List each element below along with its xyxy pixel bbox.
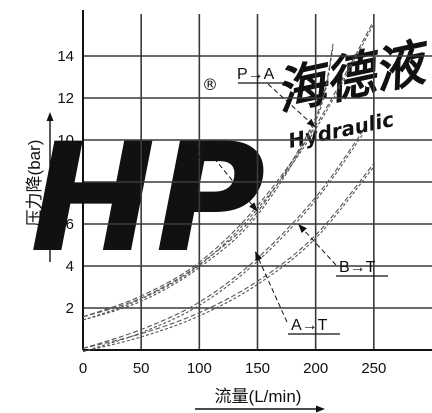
watermark-logo-letters: HP [30, 112, 265, 286]
series-line-p-to-a [82, 20, 375, 318]
leader-arrowhead [255, 251, 263, 261]
tick-labels: 0 50 100 150 200 250 2 4 6 8 10 12 14 [57, 48, 386, 377]
x-title-arrow-head [316, 405, 325, 413]
y-tick-label: 4 [66, 258, 74, 275]
series-line-p-to-b [82, 43, 334, 318]
axes [46, 10, 432, 413]
y-tick-label: 2 [66, 300, 74, 317]
annotation-b-to-t: B→T [297, 223, 388, 277]
series-line-a-to-t [82, 163, 375, 349]
curve-label-a-to-t: A→T [291, 317, 328, 334]
leader-line [267, 83, 317, 128]
leader-arrowhead [249, 202, 258, 212]
x-tick-label: 150 [245, 360, 270, 377]
x-tick-label: 50 [133, 360, 150, 377]
annotation-p-to-a: P→A [237, 66, 317, 128]
series-p-to-b [82, 43, 334, 321]
leader-arrowhead [298, 224, 307, 233]
watermark-brand-mark: ® [202, 75, 218, 94]
series-p-to-a [82, 20, 375, 321]
y-axis-title: 压力降(bar) [25, 140, 44, 227]
series-a-to-t [82, 163, 375, 353]
x-tick-label: 100 [187, 360, 212, 377]
x-tick-label: 250 [361, 360, 386, 377]
series-line-b-to-t [82, 134, 363, 353]
x-tick-label: 0 [79, 360, 87, 377]
series-line-b-to-t [82, 131, 363, 349]
x-tick-label: 200 [303, 360, 328, 377]
y-title-arrow-head [46, 112, 54, 121]
y-tick-label: 6 [66, 216, 74, 233]
series-b-to-t [82, 131, 363, 353]
series-line-p-to-b [82, 46, 334, 321]
leader-line [297, 223, 337, 266]
x-axis-title: 流量(L/min) [215, 387, 302, 406]
y-tick-label: 10 [57, 132, 74, 149]
annotation-a-to-t: A→T [254, 251, 340, 335]
annotations: P→A P→B B→T A→T [180, 66, 388, 335]
y-tick-label: 14 [57, 48, 74, 65]
series-line-p-to-a [82, 23, 375, 321]
curve-label-p-to-a: P→A [237, 66, 275, 83]
leader-arrowhead [306, 118, 316, 128]
curve-label-p-to-b: P→B [180, 140, 217, 157]
y-tick-label: 12 [57, 90, 74, 107]
leader-line [213, 157, 258, 212]
grid [83, 14, 432, 350]
leader-line [254, 251, 288, 323]
series [82, 20, 375, 353]
series-line-a-to-t [82, 166, 375, 353]
y-tick-label: 8 [66, 174, 74, 191]
curve-label-b-to-t: B→T [339, 259, 376, 276]
annotation-p-to-b: P→B [180, 140, 258, 212]
